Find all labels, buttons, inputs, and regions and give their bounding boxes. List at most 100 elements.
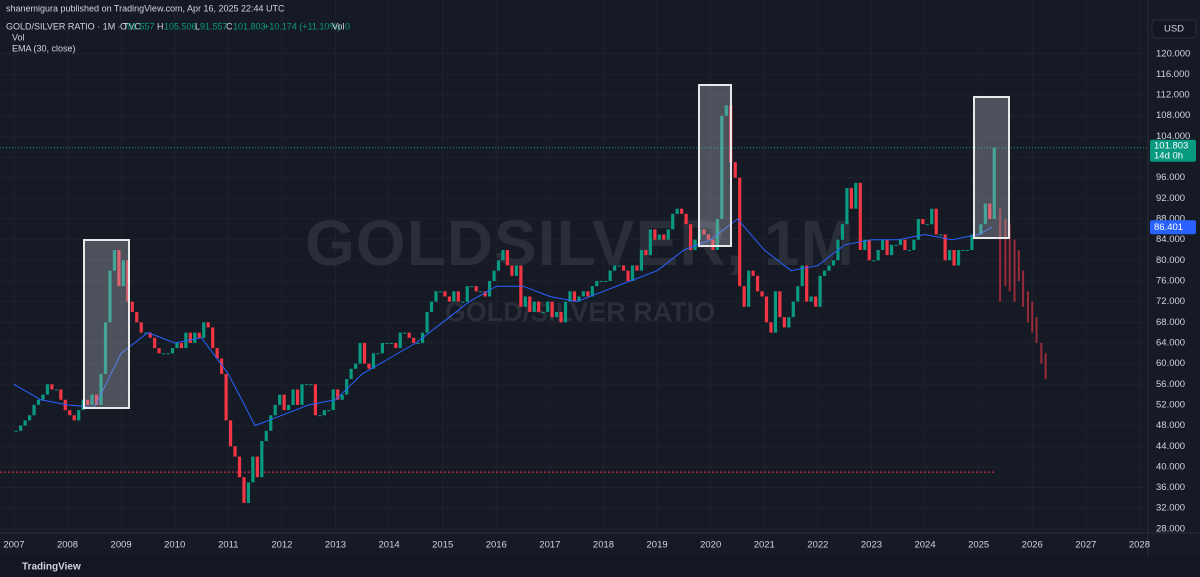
y-tick-label: 116.000 — [1156, 69, 1190, 80]
candle — [581, 291, 585, 297]
candle — [465, 286, 469, 302]
candle — [559, 311, 563, 323]
candle — [358, 342, 362, 364]
candle — [483, 291, 487, 297]
candle — [983, 203, 987, 225]
candle — [702, 229, 706, 235]
candle — [595, 280, 599, 287]
candle — [224, 373, 228, 421]
candle — [371, 353, 376, 369]
currency-box — [1151, 19, 1197, 39]
candle — [376, 353, 380, 355]
candle — [903, 239, 907, 251]
projection-bar — [1026, 291, 1029, 323]
candle — [161, 353, 166, 355]
candle — [608, 270, 612, 281]
candle — [246, 482, 251, 504]
candle — [237, 456, 242, 478]
candle — [510, 265, 514, 276]
candle — [322, 410, 326, 416]
y-tick-label: 44.000 — [1156, 441, 1185, 452]
highlight-box — [973, 96, 1010, 239]
candle — [854, 182, 858, 209]
high-value: 105.506 — [164, 21, 197, 31]
projection-bar — [1044, 353, 1047, 380]
candle — [630, 265, 635, 281]
y-tick-label: 92.000 — [1156, 193, 1185, 204]
candle — [876, 250, 880, 261]
candle — [148, 332, 152, 338]
x-tick-label: 2026 — [1022, 540, 1043, 551]
candle — [264, 430, 268, 442]
candle — [666, 229, 670, 240]
y-tick-label: 112.000 — [1156, 90, 1190, 101]
candle — [796, 286, 800, 302]
y-tick-label: 104.000 — [1156, 131, 1190, 142]
candle — [952, 250, 956, 266]
candle — [635, 265, 639, 271]
candle — [385, 342, 389, 344]
candle — [318, 415, 322, 417]
candle — [197, 332, 201, 338]
legend: GOLD/SILVER RATIO · 1M · TVC O 91.557 H … — [6, 21, 350, 53]
candle — [948, 250, 952, 261]
candle — [881, 239, 885, 251]
candle — [840, 224, 845, 240]
candle — [153, 337, 157, 349]
candle — [416, 342, 420, 344]
x-tick-label: 2021 — [754, 540, 775, 551]
candle — [568, 291, 572, 302]
candle — [452, 291, 456, 302]
countdown: 14d 0h — [1154, 150, 1183, 161]
y-tick-label: 56.000 — [1156, 379, 1185, 390]
x-tick-label: 2009 — [111, 540, 132, 551]
candle — [751, 270, 755, 276]
candle — [50, 384, 54, 390]
change: +10.174 (+11.10%) — [264, 21, 340, 31]
projection-bar — [1017, 250, 1020, 281]
candle — [613, 265, 617, 271]
candle — [126, 260, 130, 302]
x-tick-label: 2027 — [1075, 540, 1096, 551]
candle — [228, 420, 233, 447]
candle — [130, 301, 134, 312]
candle — [398, 332, 402, 349]
candle — [492, 270, 496, 281]
y-tick-label: 28.000 — [1156, 523, 1185, 534]
y-tick-label: 68.000 — [1156, 317, 1185, 328]
projection-bar — [1035, 317, 1038, 343]
candle — [867, 239, 871, 261]
candle — [233, 446, 237, 457]
candle — [898, 239, 903, 245]
candle — [242, 477, 246, 504]
candle — [54, 389, 58, 391]
candle — [791, 301, 795, 318]
candle — [220, 358, 224, 374]
candle — [653, 229, 657, 240]
candle — [831, 260, 836, 266]
candle — [684, 213, 688, 225]
candle — [916, 219, 920, 240]
candle — [394, 342, 398, 349]
y-tick-label: 96.000 — [1156, 172, 1185, 183]
candle — [501, 250, 505, 261]
ema-label: 86.401 — [1154, 222, 1183, 233]
footer-logo: TradingView — [22, 562, 81, 573]
candle — [434, 291, 438, 302]
close-label: C — [226, 21, 233, 31]
candle — [760, 291, 764, 297]
watermark: GOLDSILVER, 1M — [305, 207, 855, 279]
projection-bar — [999, 208, 1002, 302]
x-tick-label: 2007 — [3, 540, 24, 551]
candle — [738, 177, 742, 287]
candle — [108, 270, 112, 323]
candle — [528, 296, 532, 312]
candle — [354, 363, 358, 369]
candle — [907, 250, 912, 252]
candle — [77, 410, 81, 421]
y-tick-label: 60.000 — [1156, 358, 1185, 369]
candle — [939, 234, 943, 236]
candle — [193, 332, 197, 343]
candle — [956, 250, 961, 266]
candle — [487, 280, 492, 297]
